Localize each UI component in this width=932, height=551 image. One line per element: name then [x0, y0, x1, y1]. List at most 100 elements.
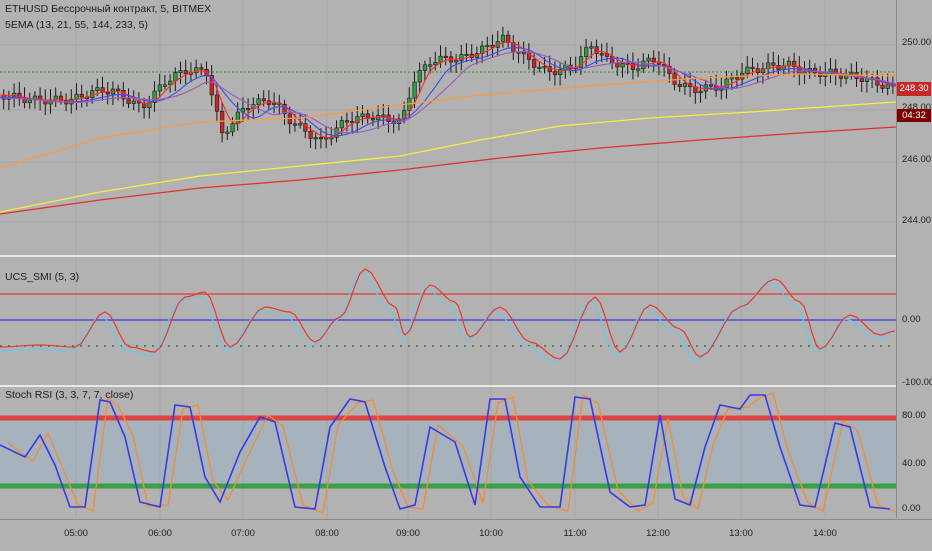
candle-body [303, 123, 308, 132]
ema-233-line [0, 126, 896, 215]
stoch-rsi-indicator-title[interactable]: Stoch RSI (3, 3, 7, 7, close) [5, 389, 134, 401]
candle-body [235, 111, 240, 124]
candle-body [630, 62, 636, 70]
candle-body [485, 44, 490, 48]
smi-pane[interactable]: UCS_SMI (5, 3) [0, 257, 932, 385]
candle-body [672, 73, 677, 85]
candle-body [105, 92, 110, 95]
candle-body [786, 60, 792, 67]
candle-body [334, 127, 339, 138]
price-chart[interactable] [0, 0, 896, 255]
time-label: 11:00 [563, 528, 587, 539]
candle-body [246, 108, 251, 111]
time-label: 07:00 [231, 528, 255, 539]
candle-body [116, 88, 121, 91]
ema-55-line [0, 73, 896, 169]
price-scale[interactable]: 250.00 248.00 246.00 244.00 248.30 04:32… [896, 0, 932, 518]
candle-body [194, 67, 199, 74]
candle-body [173, 72, 178, 82]
candle-body [417, 70, 422, 83]
candle-body [578, 56, 584, 68]
stoch-rsi-pane[interactable]: Stoch RSI (3, 3, 7, 7, close) [0, 387, 932, 518]
candle-body [734, 77, 740, 80]
time-label: 06:00 [148, 528, 172, 539]
candle-body [261, 98, 266, 102]
ema-line [0, 47, 896, 137]
candle-body [292, 123, 298, 126]
candle-body [454, 60, 459, 63]
candle-body [214, 94, 220, 112]
candle-body [209, 75, 214, 96]
price-tick: 248.00 [902, 102, 932, 113]
candle-body [282, 104, 287, 115]
candle-body [126, 98, 131, 104]
time-label: 14:00 [813, 528, 837, 539]
candle-body [724, 78, 729, 89]
last-price-tag: 248.30 [897, 82, 931, 96]
candle-body [230, 123, 235, 133]
candle-body [225, 131, 230, 134]
candle-body [178, 70, 183, 74]
smi-tick: 0.00 [902, 314, 921, 325]
candle-body [859, 78, 864, 82]
pane-divider[interactable] [0, 385, 932, 387]
candle-body [90, 90, 95, 99]
candle-body [885, 84, 890, 89]
ema-indicator-title[interactable]: 5EMA (13, 21, 55, 144, 233, 5) [5, 19, 149, 31]
candle-body [412, 81, 417, 99]
candle-body [651, 57, 656, 63]
candle-body [459, 54, 464, 61]
candle-body [729, 77, 734, 80]
price-pane[interactable]: ETHUSD Бессрочный контракт, 5, BITMEX 5E… [0, 0, 932, 255]
ema-line [0, 41, 896, 139]
candle-body [542, 66, 547, 69]
rsi-tick: 0.00 [902, 503, 921, 514]
candle-body [220, 110, 225, 134]
time-axis[interactable]: 05:00 06:00 07:00 08:00 09:00 10:00 11:0… [0, 519, 932, 551]
candle-body [396, 118, 402, 124]
stoch-rsi-chart[interactable] [0, 387, 896, 518]
bar-countdown-tag: 04:32 [897, 109, 931, 122]
candle-body [792, 60, 797, 67]
candle-body [308, 131, 313, 139]
candle-body [131, 100, 136, 104]
candle-body [464, 53, 469, 57]
candle-body [584, 47, 589, 57]
candle-body [771, 62, 776, 66]
candle-body [27, 99, 32, 104]
candle-body [500, 34, 506, 42]
candle-body [682, 83, 688, 87]
candle-body [532, 59, 537, 68]
candle-body [370, 118, 376, 121]
candle-body [344, 120, 350, 123]
candle-body [443, 55, 448, 59]
smi-chart[interactable] [0, 257, 896, 385]
smi-indicator-title[interactable]: UCS_SMI (5, 3) [5, 271, 80, 283]
candle-body [636, 68, 641, 71]
candle-body [95, 87, 100, 91]
candle-body [53, 95, 58, 101]
candle-body [646, 57, 651, 62]
candle-body [168, 80, 173, 86]
candle-body [506, 34, 511, 43]
price-tick: 244.00 [902, 215, 932, 226]
candle-body [708, 84, 714, 87]
candle-body [433, 61, 438, 66]
candle-body [360, 113, 365, 118]
time-label: 09:00 [396, 528, 420, 539]
candle-body [828, 68, 833, 73]
price-tick: 250.00 [902, 37, 932, 48]
candle-body [677, 83, 682, 87]
candle-body [750, 66, 755, 70]
pane-divider[interactable] [0, 255, 932, 257]
time-label: 10:00 [479, 528, 503, 539]
time-label: 13:00 [729, 528, 753, 539]
symbol-title[interactable]: ETHUSD Бессрочный контракт, 5, BITMEX [5, 3, 212, 15]
smi-line [0, 268, 896, 360]
smi-signal-line [0, 272, 892, 364]
candle-body [199, 67, 204, 70]
stoch-rsi-k-line [0, 394, 891, 510]
candle-body [272, 102, 277, 105]
rsi-tick: 40.00 [902, 458, 926, 469]
